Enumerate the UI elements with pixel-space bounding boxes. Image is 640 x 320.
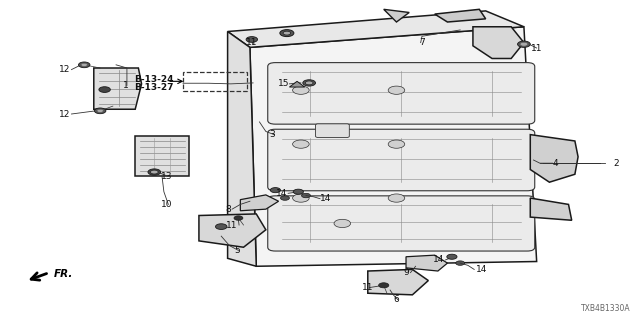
Circle shape <box>388 140 404 148</box>
Text: 11: 11 <box>226 220 237 229</box>
Text: 11: 11 <box>246 38 257 47</box>
Circle shape <box>79 62 90 68</box>
Circle shape <box>379 283 389 288</box>
Circle shape <box>246 36 257 42</box>
Text: 14: 14 <box>275 189 287 198</box>
Text: 6: 6 <box>394 295 399 304</box>
Text: 4: 4 <box>553 159 559 168</box>
Circle shape <box>280 196 289 200</box>
Circle shape <box>305 81 313 85</box>
Polygon shape <box>289 81 305 87</box>
Circle shape <box>150 170 158 174</box>
Circle shape <box>518 41 531 47</box>
Polygon shape <box>368 269 428 295</box>
Polygon shape <box>94 68 141 109</box>
FancyBboxPatch shape <box>268 63 535 124</box>
Text: 11: 11 <box>531 44 543 52</box>
Text: 10: 10 <box>161 200 173 209</box>
Text: TXB4B1330A: TXB4B1330A <box>581 304 631 313</box>
Circle shape <box>520 42 528 46</box>
Bar <box>183 72 246 91</box>
Text: 15: 15 <box>278 79 289 88</box>
Circle shape <box>283 31 291 35</box>
Circle shape <box>301 193 310 198</box>
Text: 7: 7 <box>419 38 425 47</box>
Polygon shape <box>228 11 524 47</box>
Circle shape <box>388 194 404 202</box>
Circle shape <box>148 169 161 175</box>
Circle shape <box>270 188 280 193</box>
Polygon shape <box>199 214 266 247</box>
Text: 1: 1 <box>123 81 129 90</box>
Circle shape <box>280 30 294 36</box>
Polygon shape <box>135 136 189 176</box>
Circle shape <box>456 261 465 265</box>
Circle shape <box>388 86 404 94</box>
Circle shape <box>234 216 243 220</box>
Text: FR.: FR. <box>54 268 73 279</box>
Text: B-13-24: B-13-24 <box>134 75 173 84</box>
Text: 14: 14 <box>433 255 444 264</box>
Text: 13: 13 <box>161 172 173 181</box>
Text: B-13-27: B-13-27 <box>134 83 173 92</box>
FancyBboxPatch shape <box>268 129 535 191</box>
Polygon shape <box>531 198 572 220</box>
Text: 12: 12 <box>59 109 70 118</box>
Text: 12: 12 <box>59 65 70 74</box>
Text: 5: 5 <box>234 246 240 255</box>
Circle shape <box>81 63 88 67</box>
FancyBboxPatch shape <box>268 196 535 251</box>
Circle shape <box>293 189 303 194</box>
Polygon shape <box>473 27 524 59</box>
FancyBboxPatch shape <box>316 124 349 138</box>
Circle shape <box>99 87 110 92</box>
Polygon shape <box>435 9 486 22</box>
Polygon shape <box>406 255 447 271</box>
Circle shape <box>97 109 103 112</box>
Polygon shape <box>531 135 578 182</box>
Circle shape <box>95 108 106 114</box>
Text: 3: 3 <box>269 130 275 139</box>
Text: 9: 9 <box>403 268 409 277</box>
Text: 14: 14 <box>320 194 332 203</box>
Text: 8: 8 <box>225 205 231 214</box>
Text: 14: 14 <box>476 265 488 274</box>
Polygon shape <box>250 27 537 266</box>
Circle shape <box>292 140 309 148</box>
Polygon shape <box>228 32 256 266</box>
Circle shape <box>292 194 309 202</box>
Circle shape <box>303 80 316 86</box>
Circle shape <box>447 254 457 259</box>
Polygon shape <box>384 9 409 22</box>
Polygon shape <box>241 195 278 211</box>
Text: 2: 2 <box>613 159 619 168</box>
Text: 11: 11 <box>362 283 374 292</box>
Circle shape <box>292 86 309 94</box>
Circle shape <box>216 224 227 229</box>
Circle shape <box>334 219 351 228</box>
